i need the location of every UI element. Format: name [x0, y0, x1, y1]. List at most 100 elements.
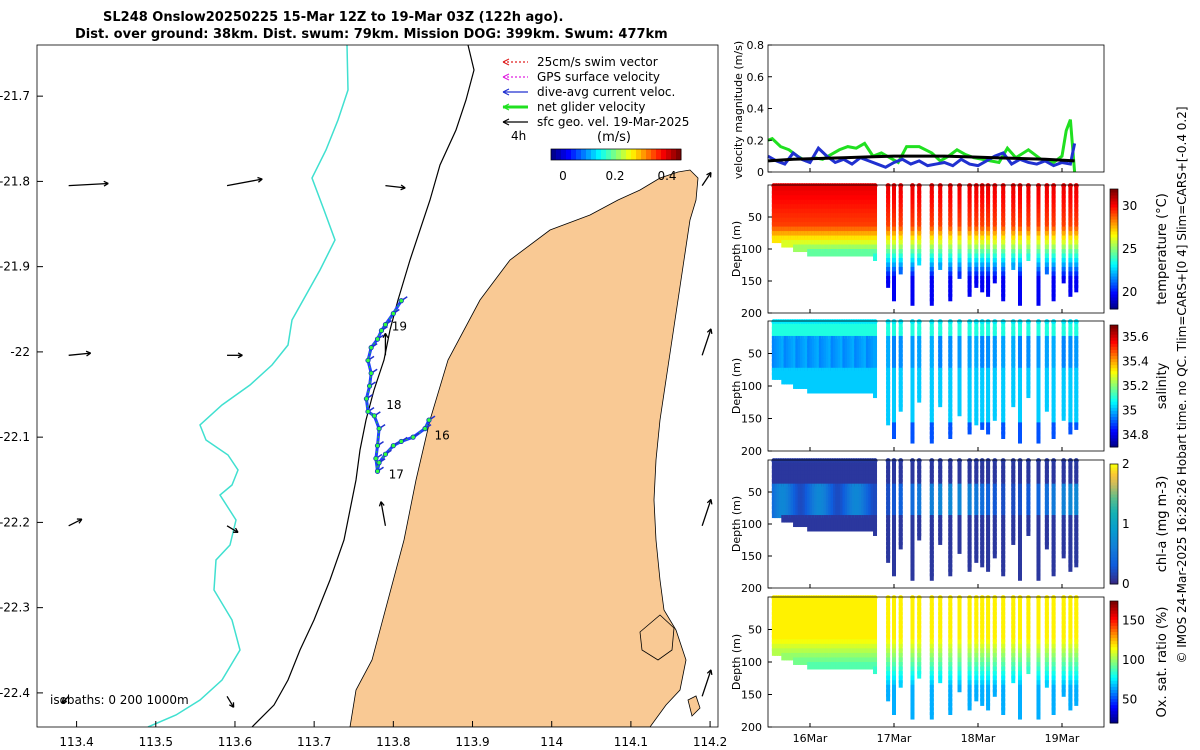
section-sample [825, 652, 830, 661]
section-sample [804, 630, 809, 638]
section-sample [1068, 363, 1073, 371]
section-sample [967, 249, 972, 257]
section-sample [938, 470, 943, 478]
section-sample [797, 634, 802, 643]
section-sample [835, 461, 840, 469]
section-sample [886, 322, 891, 330]
section-sample [1061, 240, 1066, 248]
section-sample [948, 657, 953, 665]
section-sample [992, 524, 997, 532]
section-sample [783, 602, 788, 611]
section-sample [868, 461, 873, 469]
section-sample [886, 524, 891, 532]
section-sample [873, 217, 878, 226]
ref-arrow-label: 4h [511, 129, 526, 143]
section-sample [795, 515, 800, 523]
section-sample [837, 235, 842, 244]
section-sample [992, 376, 997, 385]
section-sample [821, 381, 826, 389]
section-sample [771, 195, 776, 203]
section-sample [823, 195, 828, 203]
section-sample [793, 322, 798, 330]
section-ytick-label: 100 [741, 518, 762, 531]
section-surface-dot [967, 595, 973, 601]
section-sample [833, 524, 838, 532]
section-sample [886, 510, 891, 519]
section-sample [795, 190, 800, 199]
section-sample [793, 501, 798, 510]
section-sample [807, 345, 812, 353]
section-sample [837, 598, 842, 606]
section-sample [863, 483, 868, 492]
section-sample [938, 399, 943, 408]
section-sample [802, 326, 807, 335]
section-sample [1051, 564, 1056, 572]
section-sample [785, 345, 790, 353]
section-sample [804, 479, 809, 487]
section-sample [854, 621, 859, 629]
section-sample [948, 684, 953, 693]
section-sample [825, 524, 830, 532]
section-sample [929, 426, 934, 435]
section-sample [957, 546, 962, 554]
section-sample [849, 340, 854, 348]
section-sample [974, 611, 979, 620]
section-sample [818, 625, 823, 634]
section-sample [790, 240, 795, 248]
section-sample [851, 186, 856, 194]
section-colorbar-cell [1110, 201, 1118, 205]
section-sample [830, 634, 835, 643]
section-sample [1044, 372, 1049, 380]
section-sample [1001, 395, 1006, 403]
section-sample [835, 470, 840, 478]
section-sample [1074, 326, 1079, 335]
section-sample [802, 483, 807, 492]
section-sample [917, 461, 922, 469]
section-sample [778, 483, 783, 492]
section-sample [1074, 515, 1079, 523]
section-sample [967, 541, 972, 550]
section-sample [856, 648, 861, 656]
section-sample [788, 345, 793, 353]
section-sample [1061, 190, 1066, 199]
section-sample [828, 217, 833, 226]
section-sample [1044, 195, 1049, 203]
section-sample [840, 244, 845, 253]
section-sample [854, 186, 859, 194]
section-sample [974, 404, 979, 412]
section-sample [898, 666, 903, 675]
section-sample [1018, 275, 1022, 284]
section-sample [1044, 358, 1049, 367]
section-sample [986, 546, 991, 554]
section-sample [1068, 404, 1073, 412]
section-sample [865, 340, 870, 348]
section-sample [814, 488, 819, 496]
section-sample [1068, 550, 1073, 559]
section-surface-dot [885, 595, 891, 601]
section-sample [823, 662, 828, 670]
section-sample [785, 340, 790, 348]
section-sample [774, 340, 779, 348]
section-sample [856, 335, 861, 344]
section-sample [854, 479, 859, 487]
section-colorbar-cell [1110, 566, 1118, 570]
section-sample [814, 372, 819, 380]
track-point-7 [374, 468, 381, 474]
section-sample [967, 253, 972, 261]
section-sample [892, 550, 896, 559]
section-sample [781, 621, 786, 629]
colorbar-tick: 0.4 [657, 169, 676, 183]
section-sample [856, 598, 861, 606]
section-sample [980, 208, 985, 217]
section-sample [778, 598, 783, 606]
section-sample [868, 630, 873, 638]
section-sample [1068, 349, 1073, 358]
section-sample [910, 354, 915, 362]
section-sample [1074, 266, 1079, 275]
section-surface-dot [967, 458, 973, 464]
section-sample [771, 611, 776, 620]
section-sample [858, 648, 863, 656]
section-sample [821, 349, 826, 358]
section-sample [837, 367, 842, 376]
section-sample [1001, 322, 1006, 330]
